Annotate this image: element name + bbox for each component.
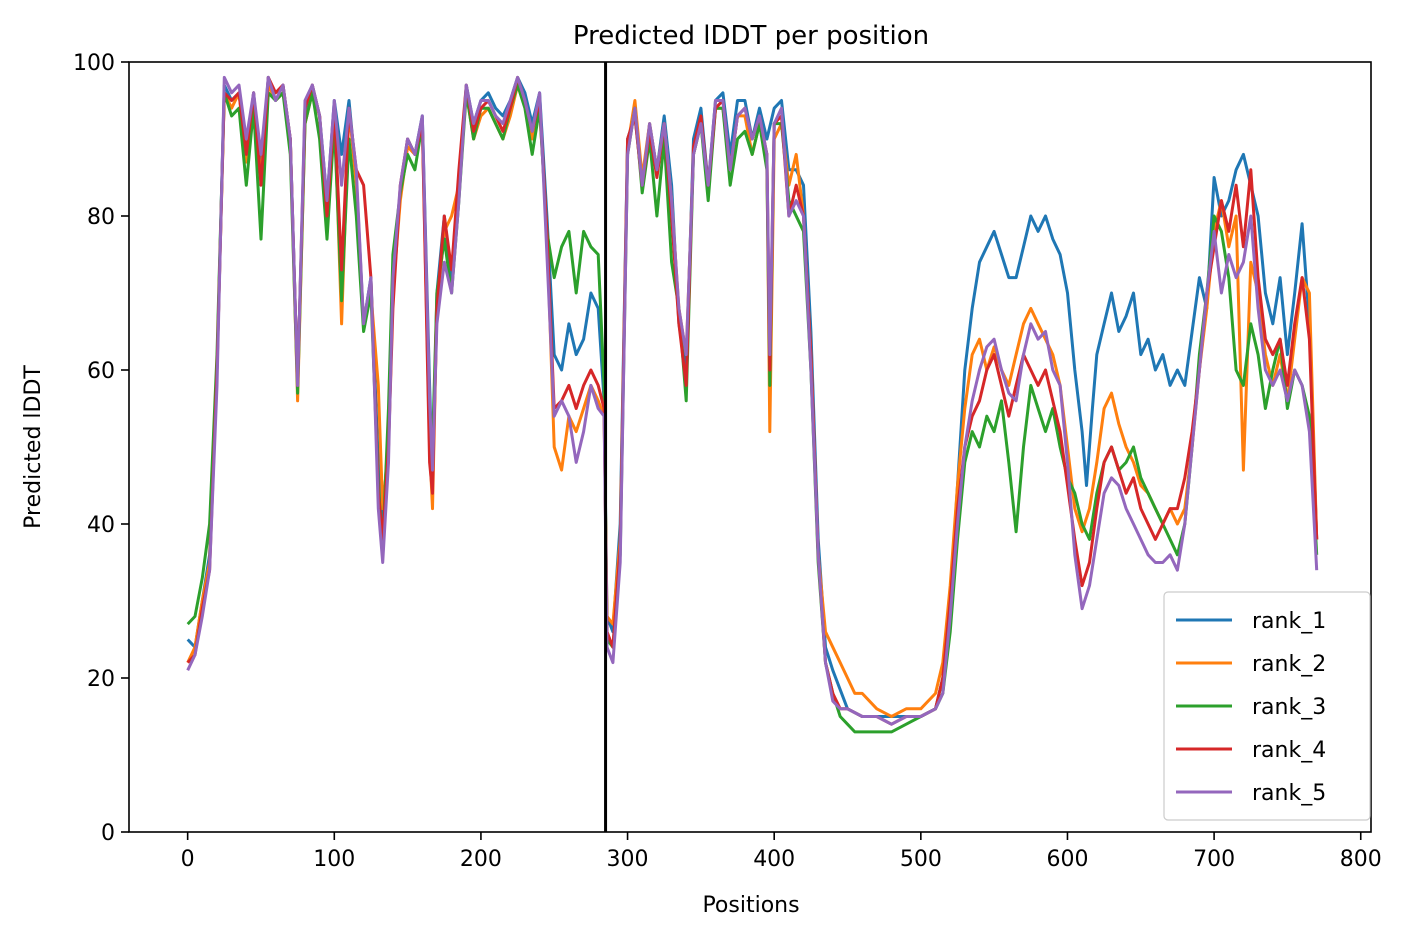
legend-label-rank_4: rank_4 xyxy=(1252,738,1326,763)
x-axis: 0 100 200 300 400 500 600 700 800 xyxy=(181,832,1382,872)
x-tick-label: 400 xyxy=(753,847,795,872)
series-line-rank_5 xyxy=(186,75,1319,726)
legend-box xyxy=(1163,591,1371,821)
chart-title: Predicted lDDT per position xyxy=(573,21,929,51)
y-axis-label: Predicted lDDT xyxy=(21,365,46,529)
x-tick-label: 300 xyxy=(607,847,649,872)
y-tick-label: 100 xyxy=(73,51,115,76)
plot-frame xyxy=(128,61,1372,833)
y-tick-label: 60 xyxy=(87,359,115,384)
y-axis: 0 20 40 60 80 100 xyxy=(73,51,129,846)
y-tick-label: 0 xyxy=(101,821,115,846)
x-tick-label: 100 xyxy=(313,847,355,872)
y-tick-label: 40 xyxy=(87,513,115,538)
x-tick-label: 0 xyxy=(181,847,195,872)
legend: rank_1 rank_2 rank_3 rank_4 rank_5 xyxy=(1163,591,1371,821)
x-tick-label: 500 xyxy=(900,847,942,872)
legend-label-rank_2: rank_2 xyxy=(1252,652,1326,677)
series-layer xyxy=(186,75,1319,734)
x-tick-label: 600 xyxy=(1046,847,1088,872)
legend-label-rank_5: rank_5 xyxy=(1252,781,1326,806)
y-tick-label: 80 xyxy=(87,205,115,230)
legend-label-rank_3: rank_3 xyxy=(1252,695,1326,720)
x-axis-label: Positions xyxy=(702,893,799,918)
x-tick-label: 700 xyxy=(1193,847,1235,872)
legend-label-rank_1: rank_1 xyxy=(1252,609,1326,634)
x-tick-label: 800 xyxy=(1340,847,1382,872)
y-tick-label: 20 xyxy=(87,667,115,692)
x-tick-label: 200 xyxy=(460,847,502,872)
